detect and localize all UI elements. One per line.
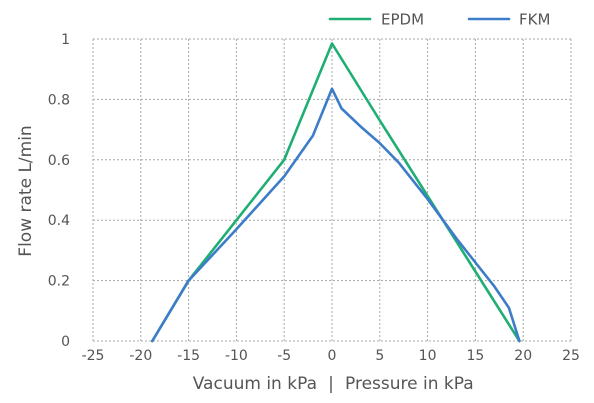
x-axis-title-vacuum: Vacuum in kPa xyxy=(193,374,317,394)
x-tick-label: -20 xyxy=(129,348,152,364)
legend: EPDM FKM xyxy=(328,11,550,29)
x-tick-label: 5 xyxy=(375,348,384,364)
y-axis-title: Flow rate L/min xyxy=(16,125,36,256)
x-axis-title-pressure: Pressure in kPa xyxy=(345,374,474,394)
y-tick-label: 0.2 xyxy=(48,274,70,290)
x-tick-label: -5 xyxy=(277,348,291,364)
x-tick-label: 0 xyxy=(328,348,337,364)
y-tick-label: 0 xyxy=(61,334,70,350)
series-line-fkm xyxy=(151,87,521,343)
legend-label-epdm: EPDM xyxy=(381,11,424,29)
y-tick-label: 0.6 xyxy=(48,153,70,169)
series-line-epdm xyxy=(151,42,521,343)
x-axis-title-separator: | xyxy=(328,374,334,394)
x-tick-label: -15 xyxy=(177,348,200,364)
x-tick-label: 20 xyxy=(514,348,532,364)
y-tick-label: 0.4 xyxy=(48,213,70,229)
x-tick-label: -10 xyxy=(225,348,248,364)
series-lines xyxy=(151,42,521,343)
x-tick-label: 15 xyxy=(466,348,484,364)
y-tick-label: 0.8 xyxy=(48,92,70,108)
legend-label-fkm: FKM xyxy=(519,11,550,29)
x-tick-label: 10 xyxy=(419,348,437,364)
x-tick-label: 25 xyxy=(562,348,580,364)
tick-labels: -25 -20 -15 -10 -5 0 5 10 15 20 25 0 0.2 0.4 0.6 0.8 1 xyxy=(48,32,580,364)
x-tick-label: -25 xyxy=(82,348,105,364)
y-tick-label: 1 xyxy=(61,32,70,48)
